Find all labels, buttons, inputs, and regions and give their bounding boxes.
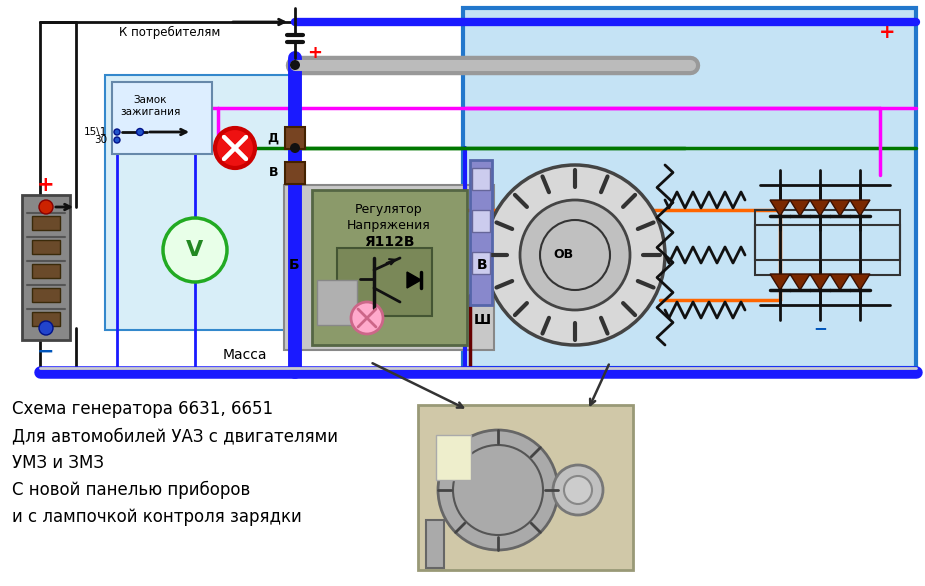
Text: Д: Д [267,131,278,145]
Text: К потребителям: К потребителям [119,25,221,39]
Bar [337,248,432,316]
Bar [470,160,492,305]
Bar [105,75,290,330]
Text: Напряжения: Напряжения [347,219,431,231]
Text: Масса: Масса [223,348,267,362]
Bar [472,252,490,274]
Polygon shape [810,274,830,290]
Bar [436,435,471,480]
Bar [284,185,494,350]
Text: Б: Б [289,258,300,272]
Circle shape [137,128,143,135]
Circle shape [215,128,255,168]
Bar [32,288,60,302]
Circle shape [290,60,300,70]
Polygon shape [407,272,421,288]
Text: зажигания: зажигания [120,107,180,117]
Bar [755,225,900,275]
Circle shape [438,430,558,550]
Circle shape [351,302,383,334]
Polygon shape [770,200,790,216]
Circle shape [485,165,665,345]
Text: Замок: Замок [133,95,166,105]
Polygon shape [790,274,810,290]
Text: С новой панелью приборов: С новой панелью приборов [12,481,251,499]
Polygon shape [790,200,810,216]
Bar [755,210,900,260]
Bar [426,520,444,568]
Bar [285,162,305,184]
Text: Ш: Ш [474,313,490,327]
Text: УМЗ и ЗМЗ: УМЗ и ЗМЗ [12,454,104,472]
Polygon shape [810,200,830,216]
Text: Я112В: Я112В [364,235,414,249]
Circle shape [553,465,603,515]
Text: −: − [813,319,827,337]
Polygon shape [830,200,850,216]
Text: −: − [37,342,55,362]
Polygon shape [850,200,870,216]
Bar [418,405,633,570]
Bar [472,168,490,190]
Bar [32,312,60,326]
Bar [472,210,490,232]
Text: V: V [186,240,204,260]
Polygon shape [830,274,850,290]
Bar [312,190,467,345]
Circle shape [114,137,120,143]
Bar [32,216,60,230]
Bar [32,264,60,278]
Circle shape [39,321,53,335]
Text: 30: 30 [93,135,107,145]
Circle shape [290,143,300,153]
Bar [32,240,60,254]
Text: Регулятор: Регулятор [355,203,423,216]
Text: 15\1: 15\1 [83,127,107,137]
Circle shape [163,218,227,282]
Circle shape [39,200,53,214]
Text: +: + [307,44,323,62]
Bar [463,8,916,368]
Polygon shape [770,274,790,290]
Bar [317,280,357,325]
Text: Схема генератора 6631, 6651: Схема генератора 6631, 6651 [12,400,273,418]
Circle shape [114,129,120,135]
Bar [22,195,70,340]
Text: В: В [476,258,487,272]
Circle shape [520,200,630,310]
Text: ОВ: ОВ [553,248,574,261]
Bar [112,82,212,154]
Text: +: + [879,22,895,42]
Text: Для автомобилей УАЗ с двигателями: Для автомобилей УАЗ с двигателями [12,427,338,445]
Bar [285,127,305,149]
Circle shape [564,476,592,504]
Text: и с лампочкой контроля зарядки: и с лампочкой контроля зарядки [12,508,302,526]
Text: В: В [268,166,278,179]
Text: +: + [37,175,55,195]
Polygon shape [850,274,870,290]
